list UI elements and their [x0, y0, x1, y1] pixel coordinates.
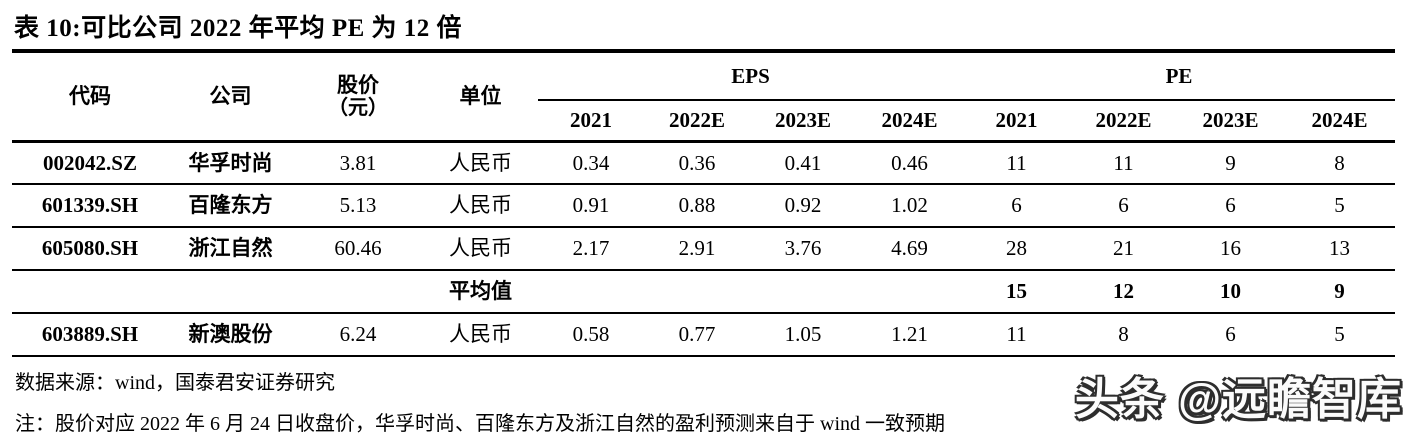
cell-unit: 人民币: [423, 141, 538, 185]
cell-code: [12, 270, 168, 314]
cell-eps-2022e: 0.36: [644, 141, 750, 185]
cell-pe-2021: 6: [963, 184, 1071, 228]
cell-pe-2024e: 8: [1284, 141, 1396, 185]
eps-year-2021: 2021: [538, 100, 644, 143]
cell-eps-2023e: 3.76: [750, 227, 856, 271]
cell-eps-2022e: [644, 270, 750, 314]
cell-company: 新澳股份: [168, 313, 293, 357]
cell-code: 002042.SZ: [12, 141, 168, 185]
cell-pe-2023e: 6: [1177, 313, 1285, 357]
cell-price: [293, 270, 423, 314]
cell-pe-2021: 11: [963, 313, 1071, 357]
cell-price: 60.46: [293, 227, 423, 271]
table-row-huafu: 002042.SZ 华孚时尚 3.81 人民币 0.34 0.36 0.41 0…: [12, 141, 1396, 185]
cell-eps-2021: [538, 270, 644, 314]
cell-eps-2024e: 1.21: [856, 313, 964, 357]
table-row-xinao: 603889.SH 新澳股份 6.24 人民币 0.58 0.77 1.05 1…: [12, 313, 1396, 357]
col-header-code: 代码: [12, 53, 168, 143]
table-title: 表 10:可比公司 2022 年平均 PE 为 12 倍: [12, 0, 1395, 53]
table-row-bailong: 601339.SH 百隆东方 5.13 人民币 0.91 0.88 0.92 1…: [12, 184, 1396, 228]
cell-pe-2022e: 6: [1070, 184, 1178, 228]
cell-pe-2023e: 6: [1177, 184, 1285, 228]
cell-company: 百隆东方: [168, 184, 293, 228]
col-header-price-line2: （元）: [328, 96, 388, 119]
table-row-average: 平均值 15 12 10 9: [12, 270, 1396, 314]
cell-pe-2024e: 9: [1284, 270, 1396, 314]
cell-pe-2022e: 12: [1070, 270, 1178, 314]
cell-eps-2021: 0.91: [538, 184, 644, 228]
pe-year-2022e: 2022E: [1070, 100, 1178, 143]
cell-eps-2022e: 0.77: [644, 313, 750, 357]
eps-year-2024e: 2024E: [856, 100, 964, 143]
cell-unit: 人民币: [423, 227, 538, 271]
cell-pe-2024e: 5: [1284, 184, 1396, 228]
cell-unit: 人民币: [423, 313, 538, 357]
cell-price: 6.24: [293, 313, 423, 357]
cell-eps-2021: 0.58: [538, 313, 644, 357]
comparable-companies-table: 代码 公司 股价 （元） 单位 EPS PE 2021 2022E 2023E …: [12, 53, 1396, 357]
cell-pe-2021: 15: [963, 270, 1071, 314]
cell-pe-2021: 28: [963, 227, 1071, 271]
cell-pe-2024e: 13: [1284, 227, 1396, 271]
cell-eps-2021: 2.17: [538, 227, 644, 271]
cell-company: 浙江自然: [168, 227, 293, 271]
cell-pe-2022e: 8: [1070, 313, 1178, 357]
cell-code: 601339.SH: [12, 184, 168, 228]
pe-year-2024e: 2024E: [1284, 100, 1396, 143]
group-header-eps: EPS: [538, 53, 964, 101]
cell-code: 605080.SH: [12, 227, 168, 271]
eps-year-2023e: 2023E: [750, 100, 856, 143]
cell-pe-2021: 11: [963, 141, 1071, 185]
data-source-line: 数据来源：wind，国泰君安证券研究: [15, 372, 335, 394]
col-header-company: 公司: [168, 53, 293, 143]
cell-pe-2023e: 16: [1177, 227, 1285, 271]
cell-eps-2024e: [856, 270, 964, 314]
group-header-pe: PE: [963, 53, 1396, 101]
cell-unit: 人民币: [423, 184, 538, 228]
cell-pe-2024e: 5: [1284, 313, 1396, 357]
cell-pe-2023e: 9: [1177, 141, 1285, 185]
cell-eps-2024e: 4.69: [856, 227, 964, 271]
cell-pe-2023e: 10: [1177, 270, 1285, 314]
watermark-yuanzhan-zhiku: 头条 @远瞻智库: [1074, 375, 1402, 424]
col-header-price-line1: 股价: [337, 72, 379, 97]
cell-eps-2023e: 0.92: [750, 184, 856, 228]
cell-eps-2022e: 0.88: [644, 184, 750, 228]
pe-year-2023e: 2023E: [1177, 100, 1285, 143]
cell-eps-2022e: 2.91: [644, 227, 750, 271]
cell-company: [168, 270, 293, 314]
header-group-row: 代码 公司 股价 （元） 单位 EPS PE: [12, 53, 1396, 143]
cell-eps-2023e: [750, 270, 856, 314]
header-year-row: 2021 2022E 2023E 2024E 2021 2022E 2023E …: [12, 100, 1396, 143]
cell-price: 3.81: [293, 141, 423, 185]
eps-year-2022e: 2022E: [644, 100, 750, 143]
cell-eps-2024e: 0.46: [856, 141, 964, 185]
cell-pe-2022e: 21: [1070, 227, 1178, 271]
table-row-zhejiang: 605080.SH 浙江自然 60.46 人民币 2.17 2.91 3.76 …: [12, 227, 1396, 271]
cell-price: 5.13: [293, 184, 423, 228]
cell-eps-2023e: 0.41: [750, 141, 856, 185]
cell-eps-2021: 0.34: [538, 141, 644, 185]
cell-eps-2024e: 1.02: [856, 184, 964, 228]
cell-pe-2022e: 11: [1070, 141, 1178, 185]
cell-company: 华孚时尚: [168, 141, 293, 185]
cell-code: 603889.SH: [12, 313, 168, 357]
cell-average-label: 平均值: [423, 270, 538, 314]
col-header-price: 股价 （元）: [293, 53, 423, 143]
pe-year-2021: 2021: [963, 100, 1071, 143]
cell-eps-2023e: 1.05: [750, 313, 856, 357]
col-header-unit: 单位: [423, 53, 538, 143]
